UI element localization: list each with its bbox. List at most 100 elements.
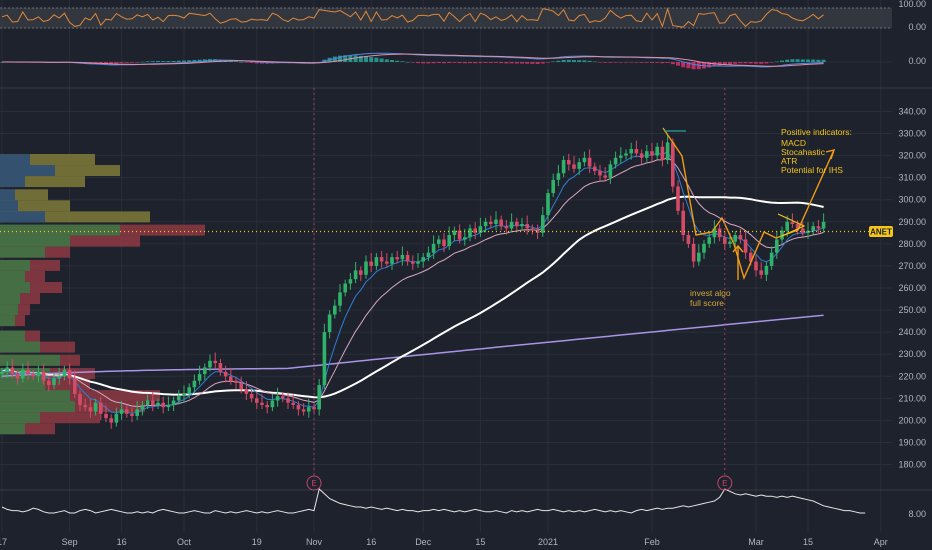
macd-histogram-130 (676, 62, 680, 66)
time-tick-5: Nov (306, 537, 323, 547)
macd-histogram-107 (556, 60, 561, 62)
time-tick-3: Oct (177, 537, 192, 547)
ticker-badge (869, 226, 893, 238)
profile-bar-up-9 (0, 259, 30, 271)
candle-body-111 (577, 162, 581, 169)
candle-body-22 (114, 413, 119, 423)
candle-body-102 (530, 228, 535, 231)
candle-body-24 (125, 409, 129, 414)
price-tick-12: 220.00 (898, 371, 926, 381)
earnings-circle-1 (717, 475, 733, 491)
candle-body-43 (223, 371, 228, 377)
macd-histogram-27 (140, 61, 145, 63)
macd-histogram-153 (795, 59, 800, 62)
macd-histogram-123 (639, 62, 644, 63)
candle-body-5 (26, 369, 30, 375)
macd-histogram-124 (644, 62, 649, 63)
candle-body-143 (743, 239, 748, 253)
macd-histogram-139 (722, 62, 727, 66)
macd-histogram-146 (759, 62, 764, 64)
macd-histogram-129 (670, 62, 675, 65)
profile-bar-total-2 (0, 176, 85, 188)
pennant-shape (777, 213, 806, 237)
indicators-title: Positive indicators: (781, 127, 852, 137)
macd-histogram-29 (150, 61, 155, 62)
candle-body-150 (780, 230, 784, 240)
macd-histogram-87 (452, 62, 457, 63)
candle-body-122 (634, 148, 639, 154)
candle-body-93 (483, 221, 488, 227)
macd-histogram-103 (535, 62, 540, 65)
macd-histogram-93 (483, 62, 488, 63)
macd-histogram-72 (374, 57, 379, 62)
time-tick-10: Feb (644, 537, 660, 547)
profile-bar-up-21 (0, 401, 75, 413)
macd-histogram-81 (421, 62, 426, 64)
price-tick-7: 270.00 (898, 261, 926, 271)
macd-histogram-49 (254, 62, 259, 64)
candle-body-139 (723, 237, 727, 244)
macd-histogram-70 (364, 56, 368, 62)
time-tick-13: Apr (874, 537, 888, 547)
macd-histogram-127 (660, 62, 665, 64)
candle-body-81 (421, 257, 425, 262)
candle-body-34 (177, 396, 181, 401)
candle-body-61 (317, 385, 321, 410)
candle-body-142 (738, 235, 743, 240)
ticker-text: ANET (870, 228, 892, 237)
price-tick-15: 190.00 (898, 437, 926, 447)
candle-body-36 (187, 387, 191, 394)
time-tick-7: Dec (415, 537, 432, 547)
ticker-label: ANET (869, 226, 893, 238)
candle-body-124 (645, 151, 649, 158)
candle-body-45 (234, 380, 238, 383)
macd-histogram-69 (358, 55, 363, 62)
candle-body-136 (707, 237, 711, 244)
macd-pane (0, 52, 826, 70)
candle-body-100 (520, 224, 524, 227)
candle-body-148 (769, 252, 774, 266)
earnings-label-0: E (311, 479, 316, 488)
candle-body-37 (192, 380, 197, 388)
earnings-label-1: E (722, 479, 727, 488)
candle-body-72 (374, 257, 379, 266)
macd-histogram-44 (228, 60, 233, 62)
macd-histogram-33 (171, 60, 176, 62)
candle-body-31 (161, 402, 165, 408)
candle-body-15 (78, 393, 82, 405)
invest-arrow-head (732, 244, 744, 253)
time-tick-0: 17 (0, 537, 7, 547)
candle-body-70 (364, 261, 368, 275)
macd-histogram-100 (520, 62, 524, 64)
price-tick-13: 210.00 (898, 393, 926, 403)
candles (0, 133, 826, 429)
indicator-tick-2: 0.00 (908, 56, 926, 66)
macd-histogram-104 (540, 62, 545, 64)
time-tick-12: 15 (803, 537, 813, 547)
price-tick-3: 310.00 (898, 173, 926, 183)
candle-body-27 (140, 404, 145, 410)
candle-body-158 (821, 221, 826, 229)
candle-body-25 (130, 413, 134, 416)
candle-body-130 (676, 186, 680, 211)
candle-body-17 (88, 407, 93, 412)
candle-body-68 (353, 270, 358, 280)
candle-body-113 (587, 157, 592, 167)
candle-body-86 (447, 235, 451, 247)
candle-body-67 (348, 279, 353, 284)
candle-body-10 (52, 378, 56, 386)
candle-body-51 (265, 404, 269, 408)
price-axis: 340.00 330.00 320.00 310.00 300.00 290.00 280.… (898, 106, 926, 469)
profile-bar-up-8 (0, 246, 45, 258)
price-tick-11: 230.00 (898, 349, 926, 359)
macd-histogram-122 (634, 62, 639, 63)
macd-histogram-62 (322, 59, 327, 62)
indicator-item-0: MACD (781, 138, 806, 148)
macd-histogram-66 (343, 55, 348, 62)
candle-body-152 (790, 221, 795, 224)
macd-signal-line (2, 53, 824, 67)
macd-histogram-97 (504, 62, 509, 64)
